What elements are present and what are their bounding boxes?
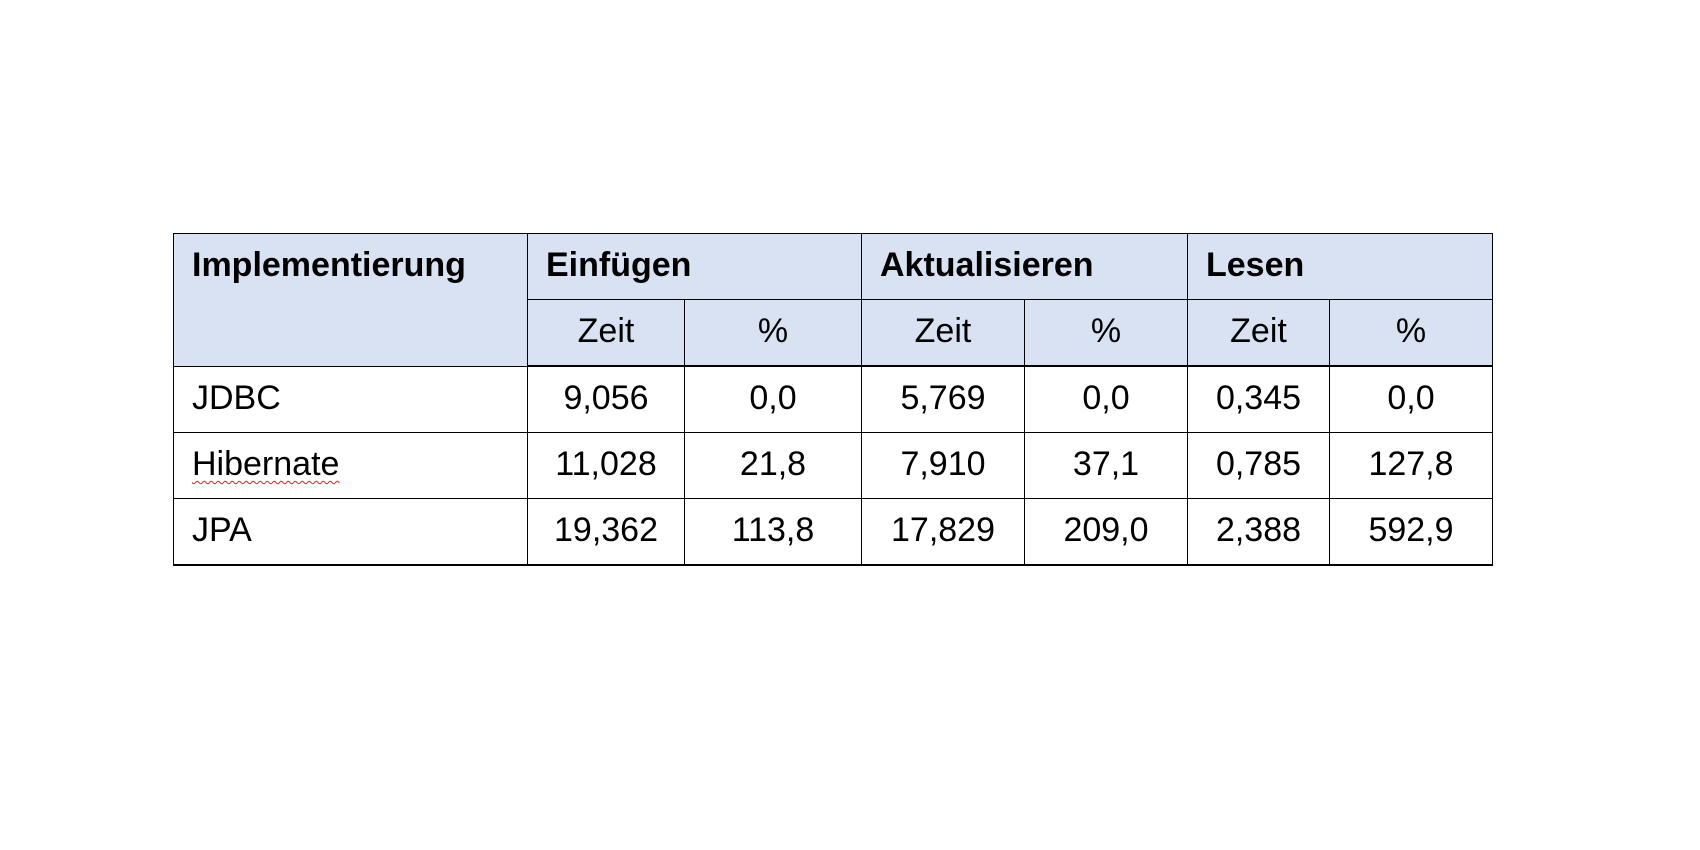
value-read-percent: 0,0	[1387, 379, 1435, 417]
value-cell: 209,0	[1024, 498, 1188, 566]
value-insert-percent: 113,8	[731, 511, 815, 549]
table-row-jdbc: JDBC 9,056 0,0 5,769 0,0 0,345 0,0	[173, 365, 1493, 433]
value-cell: 21,8	[684, 432, 862, 499]
subheader-insert-percent: %	[684, 299, 862, 367]
header-group-read-label: Lesen	[1206, 246, 1305, 284]
value-read-time: 0,345	[1215, 379, 1302, 417]
table-row-jpa: JPA 19,362 113,8 17,829 209,0 2,388 592,…	[173, 498, 1493, 566]
value-cell: 11,028	[527, 432, 685, 499]
value-cell: 0,0	[684, 365, 862, 433]
value-update-time: 17,829	[891, 511, 995, 549]
table-row-hibernate: Hibernate 11,028 21,8 7,910 37,1 0,785 1…	[173, 432, 1493, 499]
subheader-read-percent-label: %	[1395, 312, 1427, 350]
header-group-insert: Einfügen	[527, 233, 862, 300]
value-cell: 5,769	[861, 365, 1025, 433]
row-name-cell: Hibernate	[173, 432, 528, 499]
value-cell: 0,0	[1024, 365, 1188, 433]
subheader-update-percent-label: %	[1090, 312, 1122, 350]
subheader-read-time: Zeit	[1187, 299, 1330, 367]
value-cell: 0,785	[1187, 432, 1330, 499]
subheader-update-percent: %	[1024, 299, 1188, 367]
value-insert-percent: 21,8	[739, 445, 807, 483]
value-update-percent: 209,0	[1063, 511, 1149, 549]
subheader-insert-time: Zeit	[527, 299, 685, 367]
value-cell: 0,0	[1329, 365, 1493, 433]
value-cell: 0,345	[1187, 365, 1330, 433]
value-update-percent: 37,1	[1072, 445, 1140, 483]
subheader-insert-percent-label: %	[757, 312, 789, 350]
subheader-read-percent: %	[1329, 299, 1493, 367]
value-read-percent: 127,8	[1368, 445, 1454, 483]
header-group-update: Aktualisieren	[861, 233, 1188, 300]
value-update-time: 5,769	[900, 379, 986, 417]
value-cell: 37,1	[1024, 432, 1188, 499]
value-insert-time: 19,362	[554, 511, 658, 549]
row-name-cell: JPA	[173, 498, 528, 566]
value-cell: 592,9	[1329, 498, 1493, 566]
value-insert-time: 9,056	[563, 379, 649, 417]
header-implementation-label: Implementierung	[192, 246, 466, 284]
header-group-update-label: Aktualisieren	[880, 246, 1094, 284]
row-name: JDBC	[192, 378, 281, 417]
row-name: Hibernate	[192, 445, 340, 483]
row-name: JPA	[192, 511, 252, 549]
value-read-time: 0,785	[1215, 445, 1302, 483]
value-insert-time: 11,028	[555, 445, 657, 483]
value-cell: 113,8	[684, 498, 862, 566]
value-cell: 9,056	[527, 365, 685, 433]
header-implementation-cell: Implementierung	[173, 233, 528, 367]
value-cell: 17,829	[861, 498, 1025, 566]
row-name-cell: JDBC	[173, 365, 528, 433]
subheader-read-time-label: Zeit	[1230, 312, 1287, 350]
subheader-update-time-label: Zeit	[914, 312, 972, 350]
value-cell: 127,8	[1329, 432, 1493, 499]
header-row-subcolumns: Zeit % Zeit % Zeit %	[174, 299, 1493, 367]
value-cell: 2,388	[1187, 498, 1330, 566]
header-group-read: Lesen	[1187, 233, 1493, 300]
value-update-time: 7,910	[900, 445, 986, 483]
value-read-percent: 592,9	[1368, 511, 1454, 549]
value-cell: 19,362	[527, 498, 685, 566]
header-group-insert-label: Einfügen	[546, 246, 692, 284]
value-cell: 7,910	[861, 432, 1025, 499]
value-read-time: 2,388	[1215, 511, 1302, 549]
subheader-update-time: Zeit	[861, 299, 1025, 367]
value-update-percent: 0,0	[1082, 379, 1130, 417]
benchmark-table: Implementierung Einfügen Aktualisieren L…	[173, 233, 1493, 566]
subheader-insert-time-label: Zeit	[577, 312, 635, 350]
value-insert-percent: 0,0	[749, 379, 797, 417]
header-row-groups: Implementierung Einfügen Aktualisieren L…	[173, 233, 1493, 367]
